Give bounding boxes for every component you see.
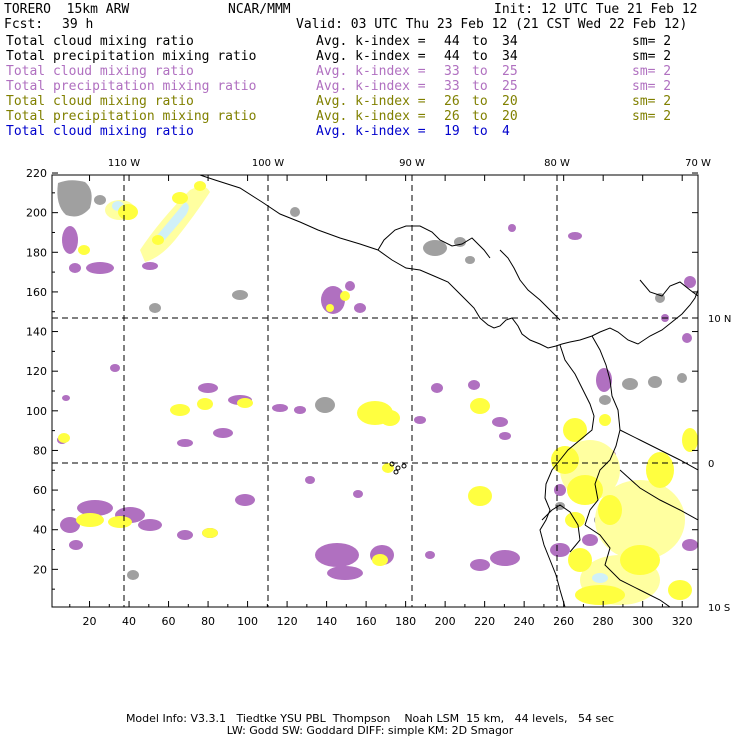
- purple-cloud-patches: [57, 224, 698, 580]
- x-tick-label: 320: [672, 615, 693, 628]
- x-tick-label: 120: [277, 615, 298, 628]
- y-tick-label: 60: [33, 484, 47, 497]
- x-tick-label: 160: [356, 615, 377, 628]
- x-tick-label: 280: [593, 615, 614, 628]
- longitude-label: 110 W: [108, 158, 140, 169]
- legend-range-to: to: [472, 109, 488, 124]
- cloud-fields: [57, 180, 698, 605]
- legend-smoothing: sm= 2: [632, 34, 672, 49]
- y-tick-label: 120: [26, 365, 47, 378]
- x-tick-label: 180: [395, 615, 416, 628]
- legend-avg-label: Avg. k-index =: [316, 94, 426, 109]
- legend-field-name: Total cloud mixing ratio: [6, 124, 194, 139]
- x-tick-label: 200: [435, 615, 456, 628]
- legend-range-end: 25: [502, 79, 518, 94]
- legend-smoothing: sm= 2: [632, 49, 672, 64]
- legend-range-to: to: [472, 94, 488, 109]
- legend-field-name: Total cloud mixing ratio: [6, 34, 194, 49]
- legend-avg-label: Avg. k-index =: [316, 124, 426, 139]
- y-tick-label: 220: [26, 167, 47, 180]
- legend-range-start: 33: [444, 79, 460, 94]
- legend-field-name: Total cloud mixing ratio: [6, 64, 194, 79]
- x-tick-label: 140: [316, 615, 337, 628]
- legend-field-name: Total precipitation mixing ratio: [6, 49, 257, 64]
- legend-range-start: 33: [444, 64, 460, 79]
- pale-cloud-patches: [105, 186, 685, 605]
- latitude-label: 0: [708, 459, 714, 470]
- lat-lon-grid: [52, 175, 698, 607]
- legend-smoothing: sm= 2: [632, 79, 672, 94]
- y-tick-label: 200: [26, 207, 47, 220]
- x-tick-label: 40: [122, 615, 136, 628]
- x-tick-label: 80: [201, 615, 215, 628]
- legend-range-to: to: [472, 79, 488, 94]
- legend-range-start: 26: [444, 109, 460, 124]
- legend-range-start: 26: [444, 94, 460, 109]
- legend-range-end: 34: [502, 34, 518, 49]
- x-tick-label: 60: [162, 615, 176, 628]
- coastlines: [199, 175, 698, 607]
- legend-range-to: to: [472, 49, 488, 64]
- legend-range-to: to: [472, 124, 488, 139]
- legend-field-name: Total precipitation mixing ratio: [6, 109, 257, 124]
- x-tick-label: 240: [514, 615, 535, 628]
- y-tick-label: 160: [26, 286, 47, 299]
- legend-field-name: Total precipitation mixing ratio: [6, 79, 257, 94]
- x-tick-label: 260: [553, 615, 574, 628]
- physics-info-line: LW: Godd SW: Goddard DIFF: simple KM: 2D…: [226, 724, 514, 737]
- legend-range-end: 20: [502, 109, 518, 124]
- forecast-label: Fcst:: [4, 17, 44, 32]
- forecast-hours: 39 h: [62, 17, 94, 32]
- y-tick-label: 140: [26, 326, 47, 339]
- latitude-label: 10 N: [708, 314, 731, 325]
- legend-range-to: to: [472, 34, 488, 49]
- y-tick-label: 180: [26, 246, 47, 259]
- longitude-label: 100 W: [252, 158, 284, 169]
- longitude-label: 90 W: [399, 158, 425, 169]
- legend-range-start: 44: [444, 49, 460, 64]
- legend-range-end: 34: [502, 49, 518, 64]
- legend-avg-label: Avg. k-index =: [316, 34, 426, 49]
- y-tick-label: 20: [33, 563, 47, 576]
- x-tick-label: 100: [237, 615, 258, 628]
- legend-avg-label: Avg. k-index =: [316, 109, 426, 124]
- y-tick-label: 80: [33, 444, 47, 457]
- legend-range-end: 25: [502, 64, 518, 79]
- legend-range-start: 19: [444, 124, 460, 139]
- legend-avg-label: Avg. k-index =: [316, 64, 426, 79]
- latitude-label: 10 S: [708, 603, 730, 614]
- longitude-label: 70 W: [685, 158, 711, 169]
- legend-avg-label: Avg. k-index =: [316, 49, 426, 64]
- y-tick-label: 100: [26, 405, 47, 418]
- valid-time: Valid: 03 UTC Thu 23 Feb 12 (21 CST Wed …: [296, 17, 688, 32]
- legend-range-end: 20: [502, 94, 518, 109]
- x-tick-label: 20: [83, 615, 97, 628]
- init-time: Init: 12 UTC Tue 21 Feb 12: [494, 2, 698, 17]
- legend-smoothing: sm= 2: [632, 94, 672, 109]
- model-title: TORERO 15km ARW: [4, 2, 130, 17]
- legend-range-end: 4: [502, 124, 510, 139]
- center-name: NCAR/MMM: [228, 2, 291, 17]
- legend-smoothing: sm= 2: [632, 109, 672, 124]
- x-tick-label: 300: [632, 615, 653, 628]
- legend-avg-label: Avg. k-index =: [316, 79, 426, 94]
- legend-range-to: to: [472, 64, 488, 79]
- longitude-label: 80 W: [544, 158, 570, 169]
- legend-field-name: Total cloud mixing ratio: [6, 94, 194, 109]
- model-info-line: Model Info: V3.3.1 Tiedtke YSU PBL Thomp…: [125, 712, 615, 725]
- legend-smoothing: sm= 2: [632, 64, 672, 79]
- yellow-cloud-patches: [58, 181, 698, 605]
- x-tick-label: 220: [474, 615, 495, 628]
- legend-range-start: 44: [444, 34, 460, 49]
- y-tick-label: 40: [33, 524, 47, 537]
